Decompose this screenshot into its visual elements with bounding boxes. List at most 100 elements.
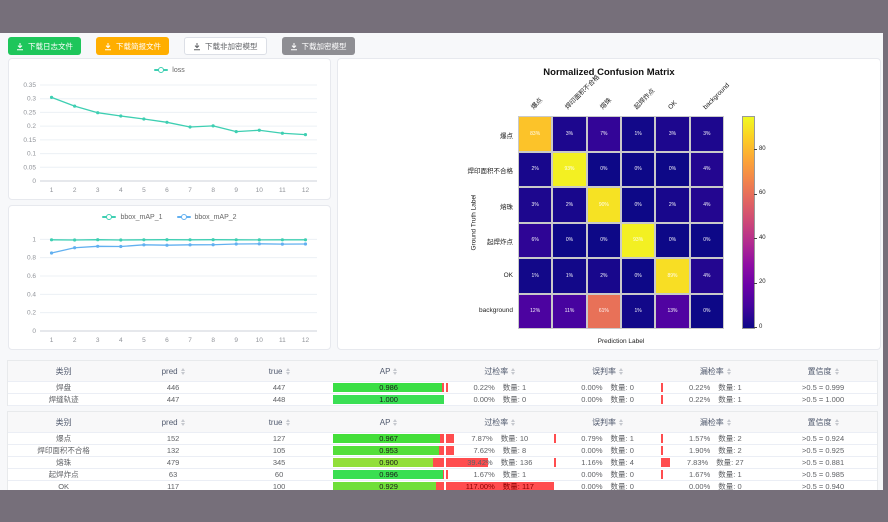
column-header-过检率[interactable]: 过检率 <box>446 361 554 381</box>
rate-bar <box>445 470 448 479</box>
cm-cell: 2% <box>655 187 690 223</box>
confidence-cell: >0.5 = 0.881 <box>802 458 845 467</box>
sort-caret-icon[interactable] <box>285 367 290 375</box>
legend-line-icon <box>102 214 117 220</box>
column-header-label: 置信度 <box>807 366 832 376</box>
column-header-label: AP <box>379 366 391 376</box>
cm-row-label: background <box>479 307 513 315</box>
cm-cell: 0% <box>620 187 656 223</box>
svg-text:0.2: 0.2 <box>27 310 36 317</box>
svg-text:7: 7 <box>188 187 192 194</box>
missed-cell: 0.00% 数量: 0 <box>661 481 769 492</box>
column-header-true[interactable]: true <box>227 361 331 381</box>
ap-bar-track: 0.900 <box>333 458 444 467</box>
confusion-matrix-card: Normalized Confusion Matrix 83% 3% 7% 1% 3% 3… <box>337 58 881 350</box>
rate-bar <box>445 446 455 455</box>
ap-bar-track: 0.953 <box>333 446 444 455</box>
legend-item-bbox_mAP_2[interactable]: bbox_mAP_2 <box>176 214 237 221</box>
download-log-button[interactable]: 下载日志文件 <box>8 37 81 55</box>
sort-caret-icon[interactable] <box>393 367 398 375</box>
rate-bar <box>445 458 489 467</box>
column-header-AP[interactable]: AP <box>331 361 446 381</box>
column-header-label: 过检率 <box>484 417 509 427</box>
rate-bar <box>661 470 664 479</box>
svg-text:0.6: 0.6 <box>27 273 36 280</box>
class-cell: 爆点 <box>56 434 72 443</box>
column-header-AP[interactable]: AP <box>331 412 446 432</box>
download-icon <box>193 42 201 51</box>
column-header-置信度[interactable]: 置信度 <box>769 412 877 432</box>
misjudge-cell: 0.00% 数量: 0 <box>554 469 662 480</box>
pred-cell: 63 <box>168 470 178 479</box>
overdetect-cell: 7.87% 数量: 10 <box>445 433 554 444</box>
ap-bar <box>333 470 444 479</box>
data-table-1: 类别 pred true AP 过检率 误判率 漏检率 置信度 焊盘 446 447 0.986 0.2… <box>7 360 878 406</box>
svg-text:11: 11 <box>279 187 286 194</box>
colorbar <box>741 116 755 329</box>
ap-value: 0.996 <box>379 470 398 479</box>
column-header-pred[interactable]: pred <box>119 412 227 432</box>
download-toolbar: 下载日志文件 下载简报文件 下载非加密模型 下载加密模型 <box>8 37 355 55</box>
sort-caret-icon[interactable] <box>180 367 185 375</box>
cm-row-label: 爆点 <box>500 132 513 140</box>
ap-cell: 0.996 <box>331 469 446 480</box>
download-report-button[interactable]: 下载简报文件 <box>96 37 169 55</box>
column-header-漏检率[interactable]: 漏检率 <box>661 412 769 432</box>
sort-caret-icon[interactable] <box>619 418 624 426</box>
sort-caret-icon[interactable] <box>511 418 516 426</box>
confidence-cell: >0.5 = 0.940 <box>802 482 845 491</box>
svg-text:2: 2 <box>73 337 77 344</box>
sort-caret-icon[interactable] <box>726 367 731 375</box>
table-row: 熔珠 479 345 0.900 39.42% 数量: 136 1.16% 数量: 4 7.83… <box>8 457 877 469</box>
legend-item-loss[interactable]: loss <box>154 67 185 74</box>
sort-caret-icon[interactable] <box>619 367 624 375</box>
sort-caret-icon[interactable] <box>180 418 185 426</box>
true-cell: 448 <box>272 395 286 404</box>
sort-caret-icon[interactable] <box>726 418 731 426</box>
cm-row-label: 起焊炸点 <box>487 239 513 247</box>
column-header-误判率[interactable]: 误判率 <box>554 412 662 432</box>
cm-cell: 90% <box>586 187 621 223</box>
column-header-过检率[interactable]: 过检率 <box>446 412 554 432</box>
cm-cell: 2% <box>518 151 553 187</box>
cm-cell: 0% <box>620 258 656 294</box>
svg-text:3: 3 <box>96 337 100 344</box>
ap-cell: 0.929 <box>331 481 446 492</box>
sort-caret-icon[interactable] <box>834 367 839 375</box>
true-cell: 447 <box>272 383 286 392</box>
misjudge-cell: 0.00% 数量: 0 <box>554 481 662 492</box>
cm-cell: 1% <box>620 116 656 152</box>
column-header-置信度[interactable]: 置信度 <box>769 361 877 381</box>
download-encrypted-model-button[interactable]: 下载加密模型 <box>281 37 355 55</box>
sort-caret-icon[interactable] <box>834 418 839 426</box>
overdetect-cell: 0.00% 数量: 0 <box>446 394 554 405</box>
misjudge-cell: 0.79% 数量: 1 <box>553 433 662 444</box>
missed-cell: 0.22% 数量: 1 <box>661 382 769 393</box>
column-header-label: 过检率 <box>484 366 509 376</box>
svg-text:4: 4 <box>119 337 123 344</box>
svg-text:10: 10 <box>256 337 264 344</box>
column-header-label: 类别 <box>55 417 72 427</box>
column-header-误判率[interactable]: 误判率 <box>554 361 662 381</box>
missed-cell: 1.57% 数量: 2 <box>661 433 769 444</box>
cm-cell: 2% <box>586 258 621 294</box>
column-header-漏检率[interactable]: 漏检率 <box>661 361 769 381</box>
sort-caret-icon[interactable] <box>393 418 398 426</box>
download-unencrypted-model-label: 下载非加密模型 <box>205 41 258 51</box>
sort-caret-icon[interactable] <box>511 367 516 375</box>
column-header-pred[interactable]: pred <box>119 361 227 381</box>
sort-caret-icon[interactable] <box>285 418 290 426</box>
ap-bar-track: 1.000 <box>333 395 444 404</box>
ap-bar-track: 0.929 <box>333 482 444 491</box>
table-row: 起焊炸点 63 60 0.996 1.67% 数量: 1 0.00% 数量: 0 1.67% 数量… <box>8 469 877 481</box>
colorbar-tick-label: 0 <box>758 323 763 330</box>
legend-item-bbox_mAP_1[interactable]: bbox_mAP_1 <box>102 214 163 221</box>
svg-text:0.15: 0.15 <box>23 137 36 144</box>
svg-text:10: 10 <box>256 187 264 194</box>
colorbar-tick-mark <box>753 327 757 328</box>
confidence-cell: >0.5 = 0.924 <box>802 434 845 443</box>
column-header-true[interactable]: true <box>227 412 331 432</box>
download-unencrypted-model-button[interactable]: 下载非加密模型 <box>184 37 267 55</box>
rate-text: 0.00% 数量: 0 <box>473 395 527 404</box>
